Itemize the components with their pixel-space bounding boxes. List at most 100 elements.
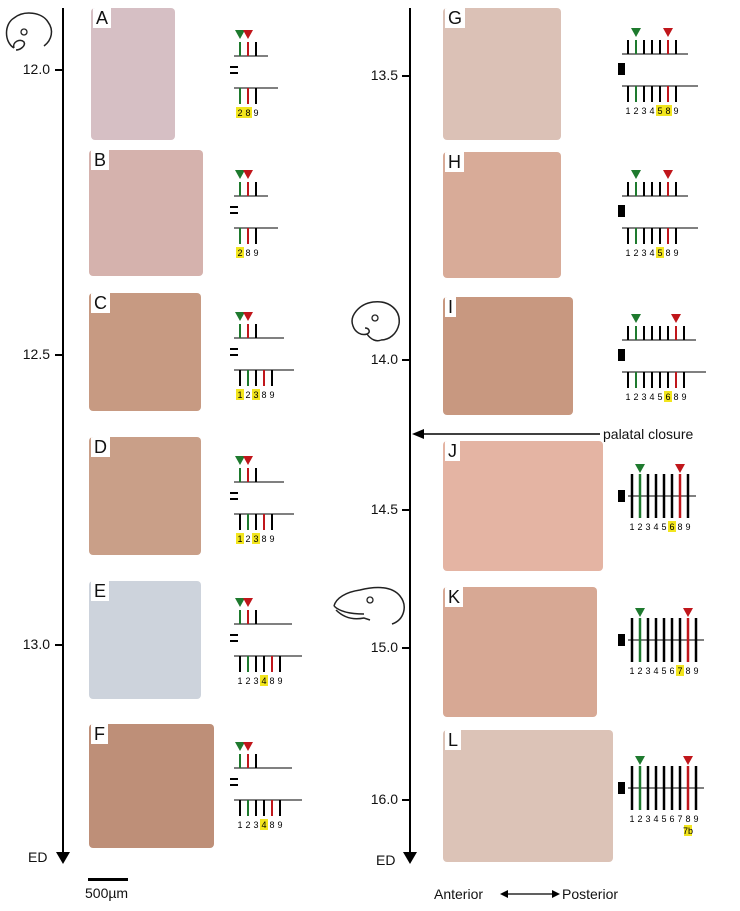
panel-h-ruga-number-8: 8	[665, 248, 670, 258]
left-timeline-axis	[62, 8, 64, 856]
panel-l-ruga-number-3: 3	[645, 814, 650, 824]
panel-c-ruga-number-1: 1	[237, 390, 242, 400]
panel-f-ruga-number-4: 4	[261, 820, 266, 830]
panel-c-ruga-number-3: 3	[253, 390, 258, 400]
tick-label-16-0: 16.0	[370, 791, 398, 807]
tick-12-5	[55, 354, 64, 356]
panel-e-ruga-number-2: 2	[245, 676, 250, 686]
panel-d-ruga-number-2: 2	[245, 534, 250, 544]
panel-g-letter: G	[445, 8, 466, 28]
panel-f-ruga-number-8: 8	[269, 820, 274, 830]
tick-label-14-5: 14.5	[370, 501, 398, 517]
scale-bar	[88, 878, 128, 881]
panel-h-ruga-number-4: 4	[649, 248, 654, 258]
panel-k-green-marker	[635, 608, 645, 617]
panel-b-red-marker	[243, 170, 253, 179]
posterior-label: Posterior	[562, 886, 619, 902]
panel-f-ruga-number-1: 1	[237, 820, 242, 830]
panel-e-ruga-number-8: 8	[269, 676, 274, 686]
tick-12-0	[55, 69, 64, 71]
panel-j-block-marker	[618, 490, 625, 502]
panel-b-green-marker	[235, 170, 245, 179]
panel-c-ruga-number-2: 2	[245, 390, 250, 400]
panel-j-ruga-number-2: 2	[637, 522, 642, 532]
panel-e-letter: E	[91, 581, 110, 601]
panel-k-red-marker	[683, 608, 693, 617]
panel-i-green-marker	[631, 314, 641, 323]
palatal-closure-label: palatal closure	[603, 426, 694, 442]
panel-b-equals-mark	[230, 206, 238, 214]
panel-a-green-marker	[235, 30, 245, 39]
palatal-closure-arrow	[412, 429, 600, 439]
panel-j-letter: J	[445, 441, 460, 461]
panel-l-ruga-number-7: 7	[677, 814, 682, 824]
panel-h-red-marker	[663, 170, 673, 179]
panel-e-ruga-number-1: 1	[237, 676, 242, 686]
panel-g-ruga-number-9: 9	[673, 106, 678, 116]
panel-l-ruga-number-6: 6	[669, 814, 674, 824]
embryo-head-sketch-middle	[351, 301, 400, 342]
panel-f-green-marker	[235, 742, 245, 751]
panel-i-ruga-number-4: 4	[649, 392, 654, 402]
panel-b-letter: B	[91, 150, 110, 170]
tick-label-12-5: 12.5	[22, 346, 50, 362]
panel-e-ruga-number-4: 4	[261, 676, 266, 686]
panel-d-photo: D	[89, 437, 201, 555]
right-timeline-arrowhead	[403, 852, 417, 864]
panel-g-upper-row	[622, 28, 688, 55]
panel-j-ruga-number-5: 5	[661, 522, 666, 532]
panel-g-red-marker	[663, 28, 673, 37]
panel-d-ruga-number-3: 3	[253, 534, 258, 544]
panel-j-ruga-number-1: 1	[629, 522, 634, 532]
panel-a-upper-row	[234, 30, 268, 57]
panel-k-ruga-number-5: 5	[661, 666, 666, 676]
panel-j-green-marker	[635, 464, 645, 473]
panel-c-equals-mark	[230, 348, 238, 356]
panel-g-photo: G	[443, 8, 561, 140]
panel-d-ruga-number-9: 9	[269, 534, 274, 544]
tick-label-15-0: 15.0	[370, 639, 398, 655]
embryo-head-sketch-late	[333, 586, 405, 625]
anterior-label: Anterior	[434, 886, 484, 902]
panel-f-equals-mark	[230, 778, 238, 786]
panel-j-red-marker	[675, 464, 685, 473]
panel-k-photo: K	[443, 587, 597, 717]
panel-c-letter: C	[91, 293, 110, 313]
panel-f-photo: F	[89, 724, 214, 848]
panel-h-ruga-number-1: 1	[625, 248, 630, 258]
panel-b-ruga-number-9: 9	[253, 248, 258, 258]
panel-k-letter: K	[445, 587, 464, 607]
panel-k-ruga-number-9: 9	[693, 666, 698, 676]
panel-j-ruga-number-6: 6	[669, 522, 674, 532]
panel-g-ruga-number-8: 8	[665, 106, 670, 116]
panel-f-letter: F	[91, 724, 108, 744]
tick-label-14-0: 14.0	[370, 351, 398, 367]
scale-bar-label: 500µm	[85, 885, 129, 901]
panel-k-ruga-number-8: 8	[685, 666, 690, 676]
panel-k-block-marker	[618, 634, 625, 646]
panel-f-red-marker	[243, 742, 253, 751]
panel-a-photo: A	[91, 8, 175, 140]
panel-e-ruga-number-9: 9	[277, 676, 282, 686]
tick-13-0	[55, 644, 64, 646]
panel-l-red-marker	[683, 756, 693, 765]
panel-k-ruga-number-3: 3	[645, 666, 650, 676]
panel-e-photo: E	[89, 581, 201, 699]
left-timeline-arrowhead	[56, 852, 70, 864]
anterior-posterior-arrow	[500, 890, 560, 898]
panel-l-ruga-number-8: 8	[685, 814, 690, 824]
